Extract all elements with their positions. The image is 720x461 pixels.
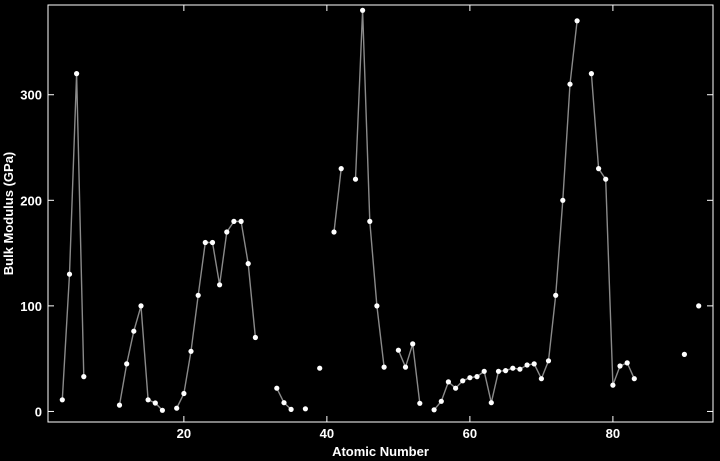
data-point — [553, 292, 559, 298]
data-point — [195, 292, 201, 298]
data-point — [467, 375, 473, 381]
data-point — [317, 365, 323, 371]
data-point — [138, 303, 144, 309]
x-tick-label: 60 — [463, 426, 477, 441]
series-line-segment — [397, 343, 421, 404]
data-point — [631, 376, 637, 382]
data-point — [560, 197, 566, 203]
data-point — [495, 368, 502, 374]
data-point — [209, 239, 216, 246]
data-point — [624, 360, 630, 366]
data-point — [524, 362, 530, 368]
series-line-segment — [333, 168, 342, 233]
data-point — [588, 71, 595, 77]
data-point — [145, 397, 151, 403]
data-point — [481, 368, 487, 374]
data-point — [417, 400, 423, 406]
x-tick-label: 40 — [320, 426, 334, 441]
data-point — [152, 400, 158, 406]
x-axis-title: Atomic Number — [332, 444, 429, 459]
data-point — [603, 176, 609, 182]
data-point — [360, 7, 366, 13]
data-point — [460, 378, 466, 384]
data-point — [338, 166, 344, 172]
data-point — [474, 374, 480, 380]
data-point — [59, 397, 65, 403]
data-point — [202, 239, 208, 246]
data-point — [395, 347, 401, 353]
data-point — [488, 400, 494, 406]
data-point — [274, 385, 280, 391]
data-point — [453, 385, 459, 391]
y-tick-label: 300 — [20, 88, 42, 103]
data-point — [331, 229, 337, 235]
data-point — [124, 361, 130, 367]
data-point — [245, 261, 251, 267]
data-point — [431, 407, 437, 413]
axis-layer: 20 40 60 80 0 100 200 300 — [20, 5, 713, 441]
data-point — [574, 18, 580, 24]
data-point — [681, 351, 688, 357]
data-point — [510, 365, 516, 371]
y-tick-label: 0 — [35, 404, 42, 419]
y-tick-label: 100 — [20, 299, 42, 314]
data-point — [188, 348, 194, 354]
series-layer — [59, 7, 702, 413]
data-point — [545, 358, 552, 364]
data-point — [74, 71, 80, 77]
data-point — [410, 341, 416, 347]
x-tick-label: 80 — [606, 426, 620, 441]
data-point — [217, 282, 223, 288]
series-line-segment — [176, 220, 257, 409]
data-point — [352, 176, 359, 182]
data-point — [531, 361, 537, 367]
data-point — [281, 400, 287, 406]
data-point — [288, 406, 294, 412]
data-point — [174, 405, 180, 411]
data-point — [181, 390, 187, 397]
data-point — [696, 303, 702, 309]
data-point — [445, 379, 451, 385]
data-point — [374, 303, 380, 309]
data-point — [302, 406, 308, 412]
data-point — [367, 218, 373, 224]
data-point — [66, 271, 73, 277]
y-tick-label: 200 — [20, 193, 42, 208]
data-point — [81, 374, 87, 380]
data-point — [402, 364, 409, 370]
data-point — [567, 81, 573, 87]
data-point — [381, 364, 387, 370]
data-point — [438, 398, 444, 404]
x-tick-label: 20 — [177, 426, 191, 441]
data-point — [538, 376, 545, 382]
data-point — [224, 229, 230, 235]
data-point — [159, 407, 165, 413]
y-axis-title: Bulk Modulus (GPa) — [1, 152, 16, 276]
data-point — [596, 166, 602, 172]
data-point — [131, 328, 137, 334]
data-point — [252, 334, 258, 341]
data-point — [503, 368, 509, 374]
data-point — [610, 382, 616, 388]
data-point — [238, 218, 244, 224]
data-point — [116, 402, 123, 408]
data-point — [517, 366, 523, 372]
plot-frame — [47, 4, 714, 423]
series-line-segment — [61, 73, 85, 400]
data-point — [231, 218, 237, 224]
data-point — [617, 363, 623, 369]
